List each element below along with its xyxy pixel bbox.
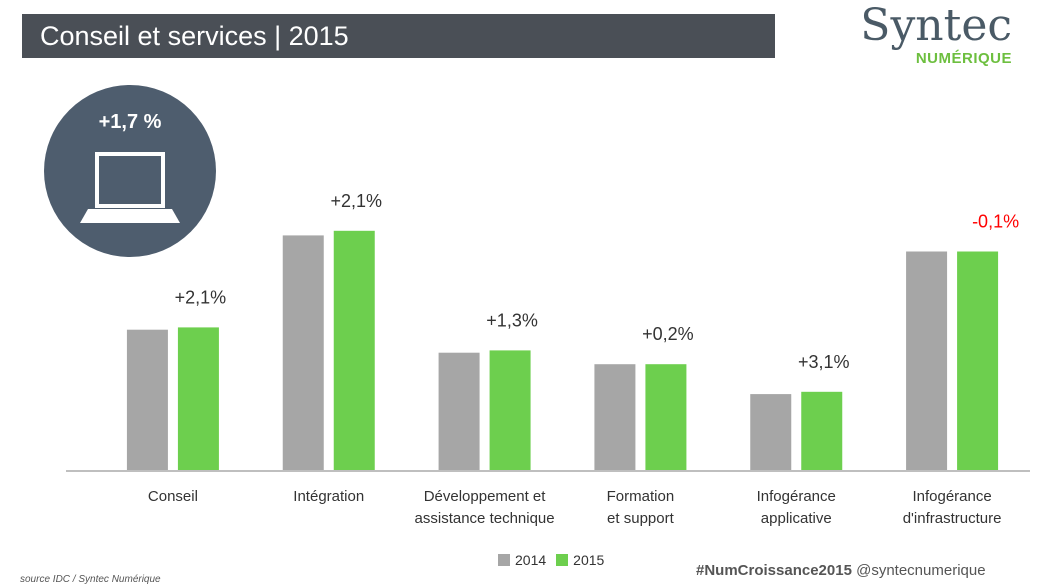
bar-2014-2 (438, 352, 480, 470)
legend-label-2014: 2014 (515, 552, 547, 568)
growth-label-3: +0,2% (642, 324, 694, 344)
bar-2015-5 (957, 251, 999, 470)
bar-2015-3 (645, 364, 687, 470)
bar-chart: +2,1% Conseil +2,1% Intégration +1,3% Dévelop… (66, 191, 1030, 527)
logo-main-text: Syntec (860, 0, 1012, 51)
legend-swatch-2015 (556, 554, 569, 566)
category-label-1-0: Intégration (293, 488, 364, 505)
bar-2015-4 (801, 391, 843, 470)
growth-label-5: -0,1% (972, 212, 1019, 232)
category-label-3-0: Formation (607, 488, 675, 505)
title-bar: Conseil et services | 2015 (22, 14, 775, 58)
legend-item-2014: 2014 (498, 552, 546, 568)
growth-label-1: +2,1% (330, 191, 382, 211)
category-label-2-1: assistance technique (415, 510, 555, 527)
category-label-2-0: Développement et (424, 488, 547, 505)
category-label-4-1: applicative (761, 510, 832, 527)
footer-hashtag: #NumCroissance2015 (696, 562, 852, 579)
bar-2014-3 (594, 364, 636, 470)
growth-label-2: +1,3% (486, 310, 538, 330)
growth-badge: +1,7 % (44, 85, 216, 257)
growth-label-0: +2,1% (175, 287, 227, 307)
bar-2014-1 (282, 235, 324, 470)
legend-item-2015: 2015 (556, 552, 604, 568)
category-label-0-0: Conseil (148, 488, 198, 505)
category-label-4-0: Infogérance (757, 488, 836, 505)
source-note: source IDC / Syntec Numérique (20, 574, 161, 585)
bar-2015-2 (489, 350, 531, 470)
growth-badge-value: +1,7 % (98, 111, 162, 133)
growth-label-4: +3,1% (798, 352, 850, 372)
footer-handle: @syntecnumerique (856, 562, 986, 579)
bar-2015-0 (177, 327, 219, 470)
page-title: Conseil et services | 2015 (40, 21, 349, 51)
chart-legend: 2014 2015 (498, 550, 614, 570)
category-label-5-1: d'infrastructure (903, 510, 1002, 527)
legend-swatch-2014 (498, 554, 510, 566)
legend-label-2015: 2015 (573, 552, 605, 568)
logo-sub-text: NUMÉRIQUE (915, 50, 1012, 67)
syntec-logo: Syntec NUMÉRIQUE (848, 0, 1018, 70)
bar-2014-5 (906, 251, 948, 470)
bar-2014-4 (750, 394, 792, 470)
laptop-icon (80, 152, 180, 223)
bar-2014-0 (126, 329, 168, 470)
footer-tags: #NumCroissance2015 @syntecnumerique (696, 562, 986, 579)
bar-2015-1 (333, 230, 375, 470)
category-label-3-1: et support (607, 510, 675, 527)
category-label-5-0: Infogérance (912, 488, 991, 505)
